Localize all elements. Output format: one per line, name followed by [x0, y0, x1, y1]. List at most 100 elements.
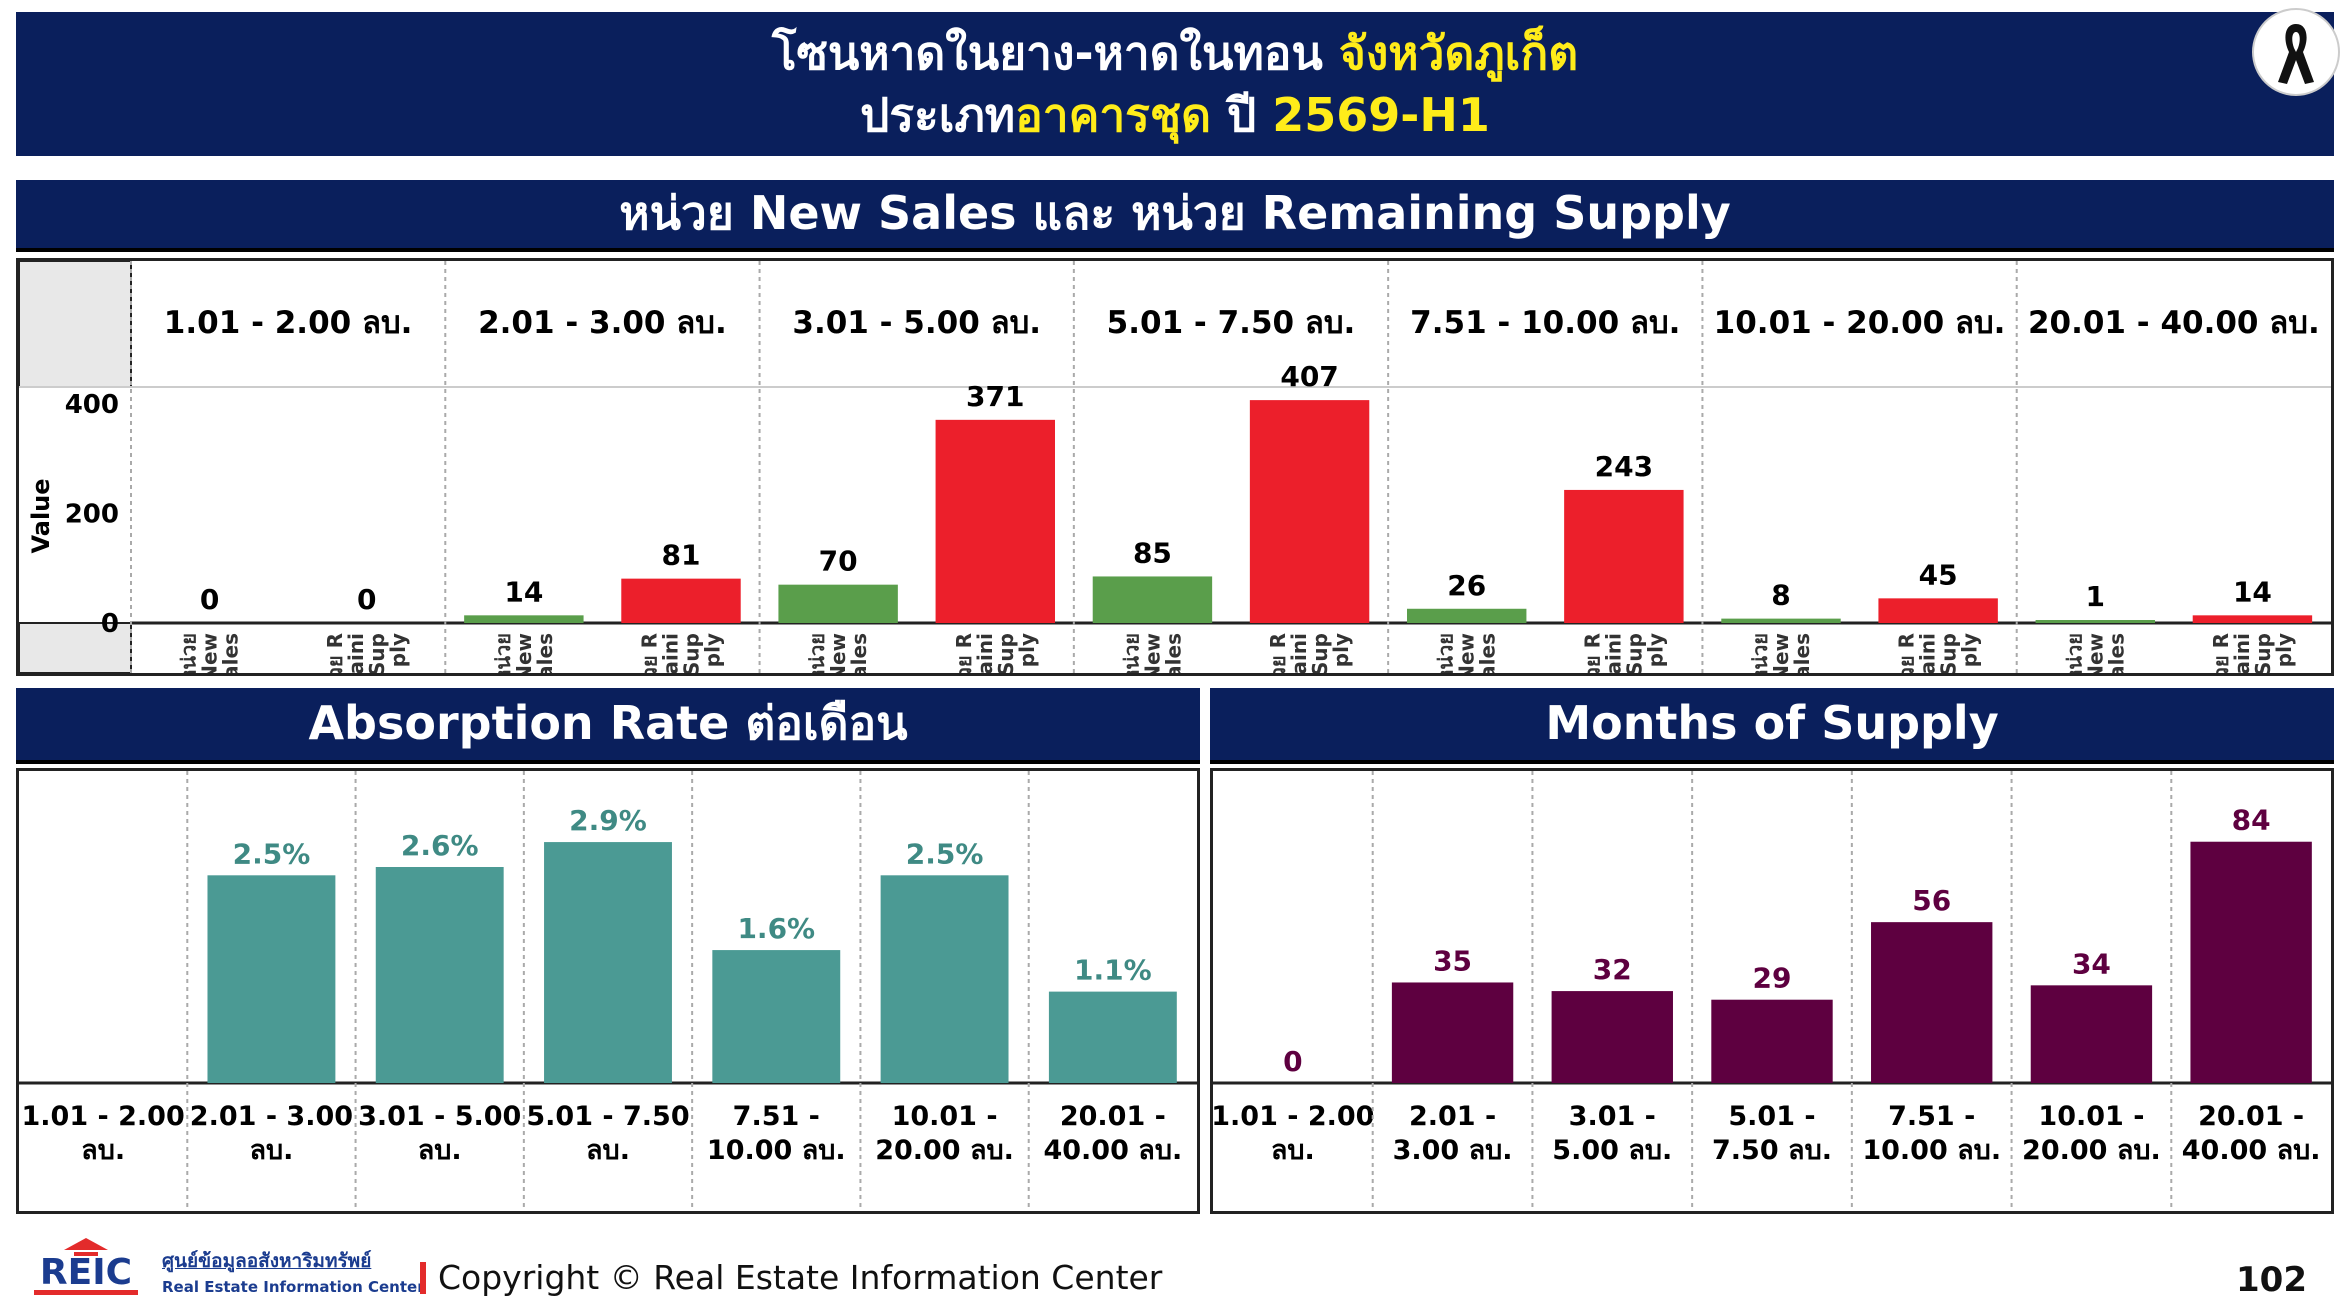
- absorption-value-label: 1.1%: [1074, 954, 1152, 987]
- new-sales-tick-label: Sales: [1476, 633, 1500, 673]
- months-bar: [1391, 982, 1514, 1083]
- remaining-supply-value-label: 45: [1919, 558, 1958, 591]
- y-tick-label: 0: [101, 609, 119, 639]
- group-label: 5.01 - 7.50 ลบ.: [1107, 305, 1356, 341]
- remaining-supply-tick-label: ply: [2272, 633, 2296, 667]
- title-location: โซนหาดในยาง-หาดในทอน: [771, 26, 1323, 80]
- y-tick-label: 200: [65, 499, 119, 529]
- months-category-label: 10.01 -: [2038, 1101, 2144, 1132]
- remaining-supply-bar: [1249, 400, 1370, 623]
- absorption-bar: [1048, 991, 1177, 1083]
- copyright-text: Copyright © Real Estate Information Cent…: [438, 1258, 1163, 1297]
- remaining-supply-value-label: 81: [662, 539, 701, 572]
- remaining-supply-tick-label: ply: [386, 633, 410, 667]
- months-value-label: 32: [1593, 953, 1632, 986]
- new-sales-value-label: 8: [1771, 579, 1790, 612]
- group-label: 1.01 - 2.00 ลบ.: [164, 305, 413, 341]
- footer-org-english: Real Estate Information Center: [162, 1278, 425, 1296]
- group-label: 7.51 - 10.00 ลบ.: [1410, 305, 1680, 341]
- remaining-supply-value-label: 407: [1280, 360, 1338, 393]
- remaining-supply-value-label: 0: [357, 583, 376, 616]
- months-value-label: 84: [2232, 804, 2271, 837]
- group-label: 3.01 - 5.00 ลบ.: [792, 305, 1041, 341]
- units-section-header: หน่วย New Sales และ หน่วย Remaining Supp…: [16, 180, 2334, 252]
- absorption-category-label: 3.01 - 5.00: [358, 1101, 521, 1132]
- footer-org-thai: ศูนย์ข้อมูลอสังหาริมทรัพย์: [162, 1250, 372, 1272]
- months-bar: [1871, 922, 1993, 1083]
- absorption-bar: [207, 875, 336, 1083]
- absorption-category-label: 5.01 - 7.50: [526, 1101, 689, 1132]
- y-tick-label: 400: [65, 390, 119, 420]
- months-value-label: 34: [2072, 947, 2111, 980]
- new-sales-bar: [464, 615, 584, 623]
- mourning-ribbon-icon: [2252, 8, 2340, 96]
- months-category-label: 3.01 -: [1569, 1101, 1656, 1132]
- units-section-title: หน่วย New Sales และ หน่วย Remaining Supp…: [619, 186, 1731, 240]
- remaining-supply-tick-label: ply: [1015, 633, 1039, 667]
- months-section-title: Months of Supply: [1545, 696, 1999, 750]
- absorption-value-label: 2.5%: [906, 837, 984, 870]
- absorption-bar: [375, 867, 504, 1083]
- title-province: จังหวัดภูเก็ต: [1338, 26, 1579, 80]
- title-line-2: ประเภทอาคารชุด ปี 2569-H1: [16, 84, 2334, 146]
- months-category-label: 40.00 ลบ.: [2182, 1135, 2321, 1166]
- months-category-label: 2.01 -: [1409, 1101, 1496, 1132]
- new-sales-bar: [1407, 608, 1527, 623]
- remaining-supply-value-label: 14: [2233, 575, 2272, 608]
- months-chart-panel: 0 1.01 - 2.00 ลบ. 35 2.01 -3.00 ลบ. 32 3.01 -5…: [1210, 768, 2334, 1214]
- footer-divider: [420, 1262, 426, 1294]
- months-value-label: 0: [1283, 1045, 1302, 1078]
- absorption-category-label: ลบ.: [81, 1135, 125, 1166]
- remaining-supply-tick-label: ply: [701, 633, 725, 667]
- new-sales-tick-label: Sales: [533, 633, 557, 673]
- reic-logo-text: REIC: [40, 1252, 132, 1293]
- page-number: 102: [2236, 1260, 2307, 1300]
- months-category-label: 5.01 -: [1728, 1101, 1815, 1132]
- y-axis-label: Value: [27, 478, 55, 553]
- new-sales-tick-label: Sales: [1790, 633, 1814, 673]
- absorption-category-label: 20.01 -: [1060, 1101, 1166, 1132]
- group-label: 20.01 - 40.00 ลบ.: [2028, 305, 2320, 341]
- absorption-bar: [544, 842, 672, 1083]
- absorption-value-label: 2.9%: [569, 804, 647, 837]
- months-bar: [1551, 991, 1673, 1083]
- months-value-label: 35: [1433, 944, 1472, 977]
- group-label: 10.01 - 20.00 ลบ.: [1714, 305, 2006, 341]
- absorption-category-label: 1.01 - 2.00: [22, 1101, 185, 1132]
- reic-logo: REIC: [30, 1236, 142, 1298]
- months-category-label: 20.01 -: [2198, 1101, 2304, 1132]
- remaining-supply-bar: [1564, 489, 1684, 623]
- remaining-supply-bar: [1878, 598, 1998, 623]
- remaining-supply-tick-label: ply: [1958, 633, 1982, 667]
- new-sales-tick-label: Sales: [2104, 633, 2128, 673]
- title-year-label: ปี: [1227, 88, 1257, 142]
- months-category-label: 20.00 ลบ.: [2022, 1135, 2161, 1166]
- title-line-1: โซนหาดในยาง-หาดในทอน จังหวัดภูเก็ต: [16, 22, 2334, 84]
- absorption-value-label: 1.6%: [737, 912, 815, 945]
- new-sales-bar: [1721, 618, 1841, 623]
- months-bar: [1711, 999, 1833, 1083]
- new-sales-bar: [778, 584, 898, 623]
- months-category-label: 7.50 ลบ.: [1712, 1135, 1832, 1166]
- months-category-label: 5.00 ลบ.: [1552, 1135, 1672, 1166]
- new-sales-value-label: 0: [200, 583, 219, 616]
- months-category-label: ลบ.: [1271, 1135, 1315, 1166]
- absorption-category-label: ลบ.: [418, 1135, 462, 1166]
- months-value-label: 56: [1912, 884, 1951, 917]
- absorption-chart-panel: 1.01 - 2.00 ลบ. 2.5% 2.01 - 3.00 ลบ. 2.6% 3.01…: [16, 768, 1200, 1214]
- remaining-supply-tick-label: ply: [1329, 633, 1353, 667]
- months-category-label: 1.01 - 2.00: [1213, 1101, 1374, 1132]
- remaining-supply-bar: [2192, 615, 2313, 623]
- new-sales-bar: [2035, 620, 2155, 623]
- months-category-label: 3.00 ลบ.: [1393, 1135, 1513, 1166]
- absorption-section-header: Absorption Rate ต่อเดือน: [16, 688, 1200, 764]
- remaining-supply-bar: [935, 419, 1055, 623]
- absorption-category-label: ลบ.: [586, 1135, 630, 1166]
- remaining-supply-value-label: 371: [966, 380, 1024, 413]
- corner-box-bottom: [18, 622, 132, 674]
- absorption-category-label: ลบ.: [249, 1135, 293, 1166]
- new-sales-tick-label: Sales: [219, 633, 243, 673]
- absorption-category-label: 10.00 ลบ.: [707, 1135, 846, 1166]
